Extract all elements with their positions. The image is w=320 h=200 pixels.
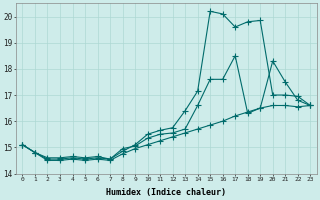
X-axis label: Humidex (Indice chaleur): Humidex (Indice chaleur) <box>106 188 226 197</box>
